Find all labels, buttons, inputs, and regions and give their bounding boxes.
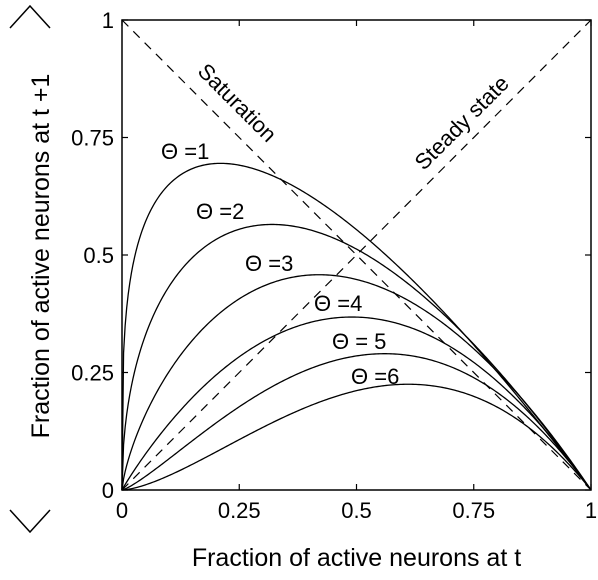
y-label-left-bracket <box>9 509 51 534</box>
curves <box>121 162 592 491</box>
reference-label-steady-state: Steady state <box>410 71 514 175</box>
y-axis-label: Fraction of active neurons at t +1 <box>27 74 55 439</box>
curve-theta-5 <box>121 353 592 491</box>
x-tick-label: 1 <box>585 498 597 523</box>
curve-label-theta-2: Θ =2 <box>196 199 244 224</box>
y-tick-label: 1 <box>102 8 114 33</box>
curve-theta-2 <box>121 223 592 491</box>
x-tick-label: 0.25 <box>218 498 261 523</box>
x-tick-label: 0 <box>116 498 128 523</box>
reference-lines <box>121 19 592 491</box>
curve-theta-1 <box>121 162 592 491</box>
curve-label-theta-5: Θ = 5 <box>332 329 386 354</box>
y-tick-label: 0.75 <box>71 126 114 151</box>
ticks: 0 0.25 0.5 0.75 1 0 0.25 0.5 0.75 1 <box>71 8 597 523</box>
x-axis-label: Fraction of active neurons at t <box>192 544 521 572</box>
annotations: Θ =1 Θ =2 Θ =3 Θ =4 Θ = 5 Θ =6 Saturation Stead… <box>161 58 514 389</box>
y-tick-label: 0.25 <box>71 361 114 386</box>
y-tick-label: 0.5 <box>83 243 114 268</box>
curve-theta-4 <box>121 316 592 491</box>
x-tick-label: 0.75 <box>452 498 495 523</box>
curve-label-theta-6: Θ =6 <box>351 364 399 389</box>
curve-label-theta-4: Θ =4 <box>314 291 362 316</box>
curve-theta-3 <box>121 274 592 491</box>
curve-theta-6 <box>121 383 592 491</box>
y-tick-label: 0 <box>102 478 114 503</box>
y-axis-label-group: Fraction of active neurons at t +1 <box>9 4 55 534</box>
reference-label-saturation: Saturation <box>193 58 282 147</box>
x-tick-label: 0.5 <box>341 498 372 523</box>
curve-label-theta-3: Θ =3 <box>245 251 293 276</box>
y-label-right-bracket <box>9 4 51 29</box>
curve-label-theta-1: Θ =1 <box>161 139 209 164</box>
